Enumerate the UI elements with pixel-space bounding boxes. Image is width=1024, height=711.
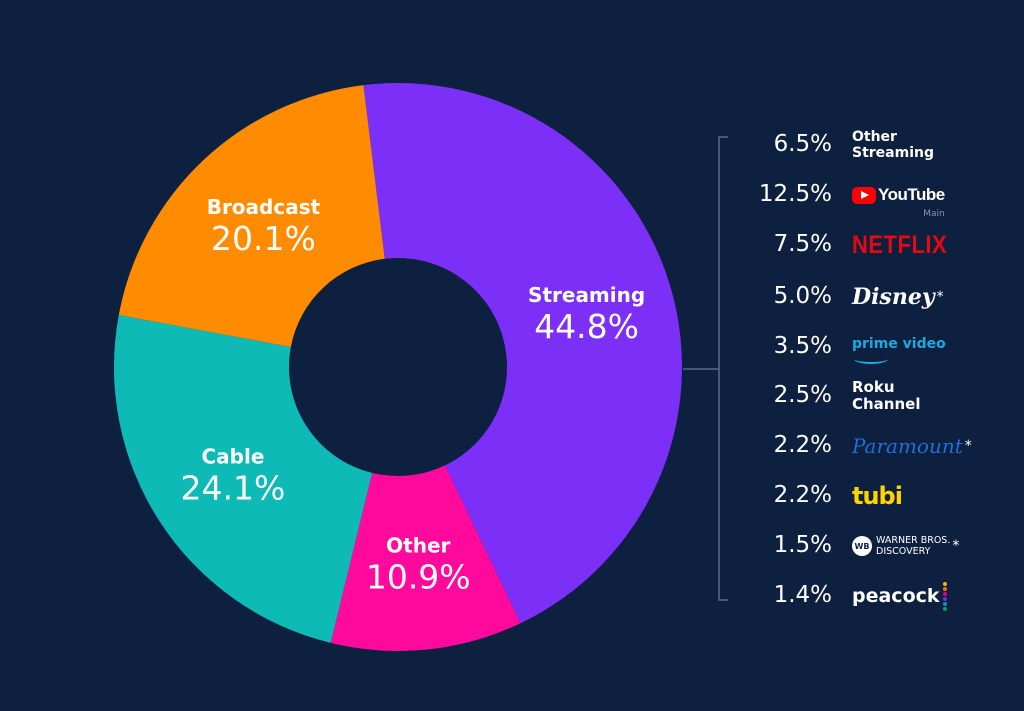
breakdown-bracket [683,136,728,601]
slice-value-cable: 24.1% [181,469,286,508]
slice-streaming [363,83,682,624]
slice-label-streaming: Streaming [528,283,645,307]
slice-label-broadcast: Broadcast [207,195,321,219]
slice-value-streaming: 44.8% [534,307,639,346]
slice-label-other: Other [386,533,450,557]
slice-cable [113,314,373,643]
slice-broadcast [118,85,385,348]
slice-value-other: 10.9% [366,557,471,596]
donut-slices [113,83,682,651]
slice-label-cable: Cable [201,445,264,469]
slice-value-broadcast: 20.1% [211,219,316,258]
slice-other [330,465,521,651]
